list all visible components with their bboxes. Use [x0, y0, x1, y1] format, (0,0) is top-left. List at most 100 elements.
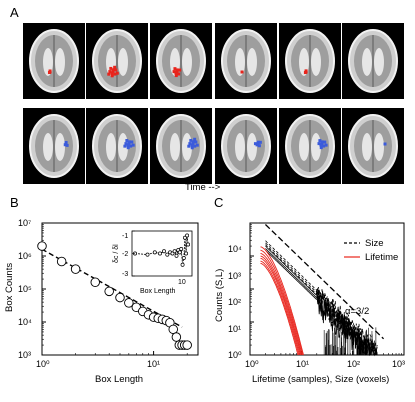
inset-x-label: Box Length: [140, 288, 176, 295]
activation-voxel: [109, 66, 113, 70]
activation-voxel: [188, 142, 192, 146]
chart-c-plot-area: [260, 224, 385, 357]
c-reference-line: [265, 224, 385, 340]
c-x-label: Lifetime (samples), Size (voxels): [252, 374, 389, 385]
activation-voxel: [195, 143, 199, 147]
inset-point: [145, 252, 150, 257]
activation-voxel: [253, 142, 257, 146]
b-y-tick-3: 10⁶: [18, 251, 32, 261]
ventricle-left: [235, 48, 245, 76]
activation-voxel: [191, 140, 195, 144]
inset-point: [181, 256, 186, 260]
ventricle-right: [374, 133, 384, 161]
activation-voxel: [322, 144, 326, 148]
activation-voxel: [256, 140, 260, 144]
activation-voxel: [319, 143, 323, 147]
inset-point: [177, 250, 182, 255]
b-data-point: [104, 286, 114, 297]
inset-y-tick-2: -3: [122, 271, 128, 278]
inset-point: [183, 235, 187, 240]
brain-slice: [215, 108, 277, 184]
activation-voxel: [190, 143, 194, 147]
ventricle-right: [55, 133, 65, 161]
activation-voxel: [113, 65, 117, 69]
activation-voxel: [65, 143, 69, 147]
activation-voxel: [47, 70, 51, 74]
activation-voxel: [317, 142, 321, 146]
activation-voxel: [130, 140, 134, 144]
activation-voxel: [193, 137, 197, 141]
activation-voxel: [129, 144, 133, 148]
activation-voxel: [383, 142, 387, 146]
panel-label-b: B: [10, 195, 19, 210]
brain-slice: [279, 23, 341, 99]
legend-lifetime-label: Lifetime: [365, 252, 398, 263]
inset-point: [186, 242, 191, 247]
activation-voxel: [174, 71, 178, 75]
b-data-point: [115, 292, 125, 303]
ventricle-right: [247, 48, 257, 76]
c-y-label: Counts (S,L): [214, 269, 225, 322]
brain-slice: [86, 23, 148, 99]
brain-slice: [150, 23, 212, 99]
activation-voxel: [131, 143, 135, 147]
ventricle-left: [170, 133, 180, 161]
inset-point: [170, 251, 175, 256]
brain-slice: [215, 23, 277, 99]
ventricle-right: [118, 48, 128, 76]
activation-voxel: [190, 146, 194, 150]
activation-voxel: [193, 144, 197, 148]
brain-slice: [342, 108, 404, 184]
activation-voxel: [173, 67, 177, 71]
c-lifetime-series: [260, 262, 299, 356]
c-x-tick-2: 10²: [347, 359, 360, 369]
activation-voxel: [107, 72, 111, 76]
brain-slice-grid: [23, 23, 404, 184]
b-data-point: [171, 332, 182, 342]
ventricle-left: [235, 133, 245, 161]
activation-voxel: [126, 146, 130, 150]
activation-voxel: [324, 143, 328, 147]
inset-y-tick-0: -1: [122, 233, 128, 240]
ventricle-right: [55, 48, 65, 76]
b-x-tick-0: 10⁰: [36, 359, 50, 369]
activation-voxel: [177, 72, 181, 76]
ventricle-right: [182, 48, 192, 76]
activation-voxel: [110, 74, 114, 78]
inset-point: [158, 251, 162, 256]
inset-point: [152, 250, 157, 255]
ventricle-left: [43, 48, 53, 76]
c-y-tick-3: 10³: [228, 271, 241, 281]
brain-slice: [150, 108, 212, 184]
brain-slice: [23, 108, 85, 184]
activation-voxel: [63, 143, 67, 147]
b-data-point: [56, 256, 67, 267]
ventricle-right: [374, 48, 384, 76]
activation-voxel: [124, 142, 128, 146]
inset-point: [179, 247, 184, 251]
ventricle-left: [362, 48, 372, 76]
activation-voxel: [174, 74, 178, 78]
activation-voxel: [319, 146, 323, 150]
b-y-tick-1: 10⁴: [18, 317, 32, 327]
inset-y-tick-1: -2: [122, 251, 128, 258]
b-data-point: [124, 298, 134, 308]
inset-point: [174, 253, 179, 258]
activation-voxel: [303, 71, 307, 75]
b-y-tick-4: 10⁷: [18, 218, 31, 228]
chart-b-axis-ticks: [41, 222, 188, 356]
b-y-tick-2: 10⁵: [18, 284, 32, 294]
b-y-label: Box Counts: [4, 263, 15, 312]
b-data-point: [182, 340, 192, 350]
chart-b-y-tick-labels: 10³ 10⁴ 10⁵ 10⁶ 10⁷: [18, 218, 32, 360]
inset-frame: [131, 230, 193, 277]
activation-voxel: [257, 144, 261, 148]
activation-voxel: [187, 144, 191, 148]
activation-voxel: [123, 144, 127, 148]
c-y-tick-1: 10¹: [228, 324, 241, 334]
ventricle-right: [311, 48, 321, 76]
ventricle-right: [311, 133, 321, 161]
activation-voxel: [126, 143, 130, 147]
legend-size-label: Size: [365, 238, 383, 249]
